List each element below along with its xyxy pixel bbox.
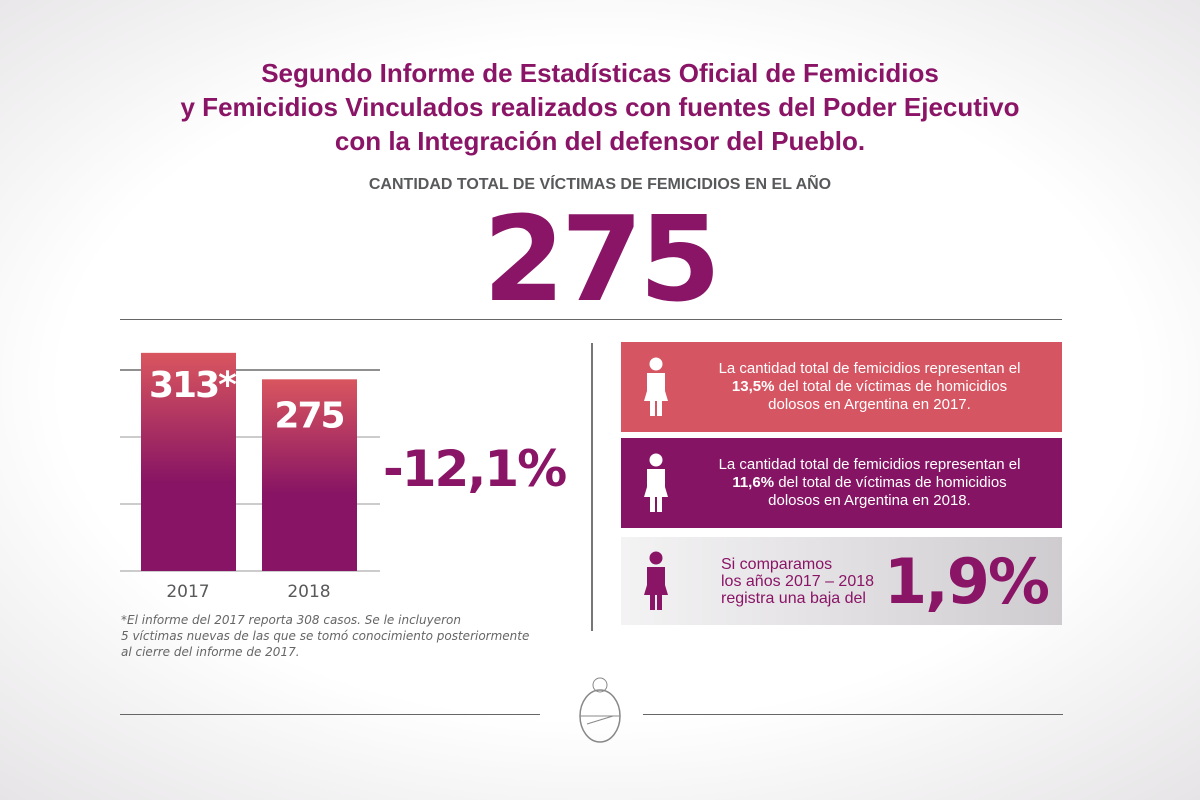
title-line: Segundo Informe de Estadísticas Oficial …	[261, 58, 939, 88]
title-line: y Femicidios Vinculados realizados con f…	[180, 92, 1020, 122]
footer-divider-left	[120, 714, 540, 715]
subtitle: CANTIDAD TOTAL DE VÍCTIMAS DE FEMICIDIOS…	[368, 176, 832, 193]
box-percent: 13,5%	[731, 378, 775, 395]
footnote-line: 5 víctimas nuevas de las que se tomó con…	[121, 629, 530, 643]
footnote-line: al cierre del informe de 2017.	[121, 645, 300, 659]
bar-value-label: 313*	[149, 365, 237, 406]
category-label: 2017	[166, 582, 209, 600]
box-text: los años 2017 – 2018	[721, 572, 875, 590]
box-text: del total de víctimas de homicidios	[774, 378, 1008, 395]
bar-2018	[262, 379, 357, 571]
bar-2017	[141, 352, 236, 571]
stat-box-2018: La cantidad total de femicidios represen…	[621, 438, 1062, 528]
woman-icon	[621, 357, 691, 417]
report-title: Segundo Informe de Estadísticas Oficial …	[0, 56, 1200, 158]
change-percent: -12,1%	[383, 440, 567, 498]
box-text: La cantidad total de femicidios represen…	[718, 360, 1021, 377]
divider	[120, 319, 1062, 320]
stat-box-2017: La cantidad total de femicidios represen…	[621, 342, 1062, 432]
box-text: Si comparamos	[721, 555, 833, 573]
national-seal-icon	[579, 677, 621, 743]
title-line: con la Integración del defensor del Pueb…	[334, 126, 866, 156]
woman-icon	[621, 453, 691, 513]
box-text: dolosos en Argentina en 2018.	[768, 492, 971, 509]
total-victims: 275	[482, 190, 721, 328]
box-percent: 11,6%	[732, 474, 775, 491]
decrease-percent: 1,9%	[884, 544, 1050, 618]
woman-icon	[621, 551, 691, 611]
bar-value-label: 275	[274, 395, 343, 436]
category-label: 2018	[287, 582, 330, 600]
footnote: *El informe del 2017 reporta 308 casos. …	[121, 612, 581, 660]
box-text: La cantidad total de femicidios represen…	[718, 456, 1021, 473]
box-text: del total de víctimas de homicidios	[774, 474, 1007, 491]
footnote-line: *El informe del 2017 reporta 308 casos. …	[121, 613, 461, 627]
stat-box-comparison: Si comparamos los años 2017 – 2018 registr…	[621, 537, 1062, 625]
bar-chart: 313* 2017 275 2018	[120, 352, 380, 600]
box-text: registra una baja del	[721, 589, 866, 607]
box-text: dolosos en Argentina en 2017.	[768, 396, 971, 413]
vertical-divider	[591, 343, 593, 631]
footer-divider-right	[643, 714, 1063, 715]
